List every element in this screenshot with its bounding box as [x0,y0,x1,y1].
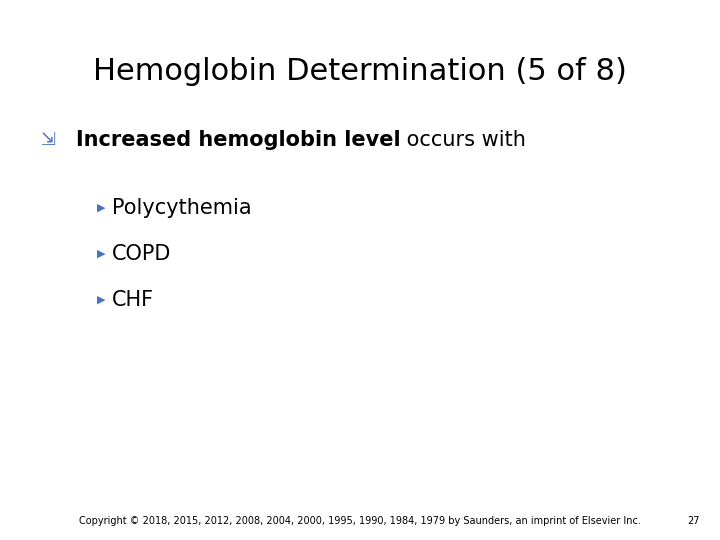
Text: COPD: COPD [112,244,171,264]
Text: occurs with: occurs with [400,130,526,151]
Text: ▶: ▶ [96,249,105,259]
Text: ▶: ▶ [96,203,105,213]
Text: Hemoglobin Determination (5 of 8): Hemoglobin Determination (5 of 8) [93,57,627,86]
Text: Copyright © 2018, 2015, 2012, 2008, 2004, 2000, 1995, 1990, 1984, 1979 by Saunde: Copyright © 2018, 2015, 2012, 2008, 2004… [79,516,641,526]
Text: 27: 27 [688,516,700,526]
Text: ▶: ▶ [96,295,105,305]
Text: Polycythemia: Polycythemia [112,198,251,218]
Text: Increased hemoglobin level: Increased hemoglobin level [76,130,400,151]
Text: ⇲: ⇲ [41,131,57,150]
Text: CHF: CHF [112,289,154,310]
